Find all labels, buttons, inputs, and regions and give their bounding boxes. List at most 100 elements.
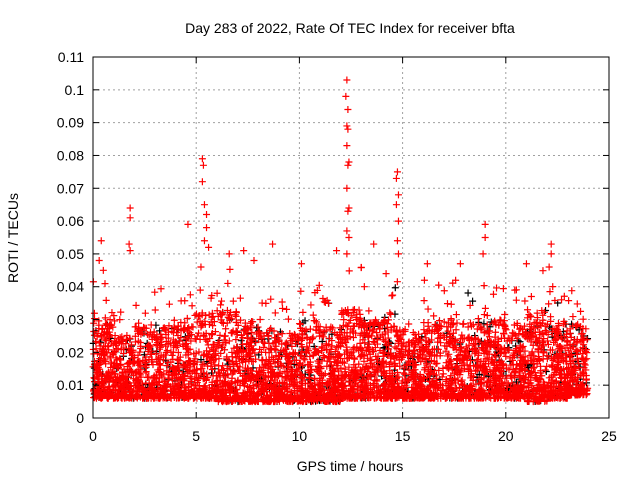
data-point [395,337,403,345]
data-point [548,386,556,394]
data-point [319,352,327,360]
data-point [537,367,545,375]
data-point [225,314,233,322]
data-point [536,319,544,327]
data-point [573,338,581,346]
data-point [91,357,99,365]
data-point [158,333,166,341]
data-point [197,356,205,364]
data-point [388,352,396,360]
data-point [268,353,276,361]
data-point [210,385,218,393]
data-point [200,201,208,209]
data-point [434,345,442,353]
data-point [521,297,529,305]
data-point [170,316,178,324]
data-point [233,386,241,394]
data-point [373,329,381,337]
data-point [101,335,109,343]
data-point [296,370,304,378]
data-point [344,310,352,318]
y-tick-label: 0.09 [57,115,84,131]
data-point [501,378,509,386]
data-point [350,344,358,352]
data-point [318,379,326,387]
data-point [344,354,352,362]
data-point [349,329,357,337]
data-point [317,364,325,372]
data-point [527,356,535,364]
data-point [342,387,350,395]
data-point [232,336,240,344]
data-point [257,348,265,356]
data-point [347,349,355,357]
data-point [407,373,415,381]
data-point [292,365,300,373]
data-point [243,383,251,391]
data-point [483,321,491,329]
data-point [306,325,314,333]
axis-ticks: 00.010.020.030.040.050.060.070.080.090.1… [57,49,617,444]
data-point [566,340,574,348]
y-tick-label: 0.02 [57,344,84,360]
data-point [419,374,427,382]
data-point [540,308,548,316]
data-point [469,389,477,397]
data-point [478,380,486,388]
data-point [162,342,170,350]
data-point [538,372,546,380]
data-point [281,367,289,375]
data-point [347,386,355,394]
data-point [93,349,101,357]
data-point [539,348,547,356]
data-point [182,345,190,353]
data-point [352,314,360,322]
data-point [512,365,520,373]
data-point [257,334,265,342]
data-point [417,336,425,344]
data-point [225,337,233,345]
data-point [486,383,494,391]
data-point [157,330,165,338]
data-point [218,311,226,319]
data-point [536,328,544,336]
data-point [328,388,336,396]
data-point [322,323,330,331]
data-point [298,352,306,360]
data-point [541,366,549,374]
data-point [393,368,401,376]
data-point [96,393,104,401]
data-point [421,329,429,337]
data-point [363,330,371,338]
data-point [503,374,511,382]
data-point [351,355,359,363]
data-point [277,347,285,355]
data-point [495,337,503,345]
data-point [451,335,459,343]
data-point [414,382,422,390]
data-point [108,369,116,377]
data-point [445,357,453,365]
data-point [149,361,157,369]
data-point [302,348,310,356]
data-point [420,347,428,355]
data-point [200,351,208,359]
data-point [200,386,208,394]
data-point [233,392,241,400]
data-point [209,313,217,321]
data-point [491,333,499,341]
data-point [462,392,470,400]
data-point [574,320,582,328]
data-point [440,318,448,326]
data-point [111,394,119,402]
data-point [483,348,491,356]
data-point [508,379,516,387]
data-point [570,362,578,370]
data-point [150,372,158,380]
y-tick-label: 0.05 [57,246,84,262]
data-point [209,341,217,349]
data-point [230,360,238,368]
data-point [481,304,489,312]
data-point [479,250,487,258]
data-point [97,368,105,376]
